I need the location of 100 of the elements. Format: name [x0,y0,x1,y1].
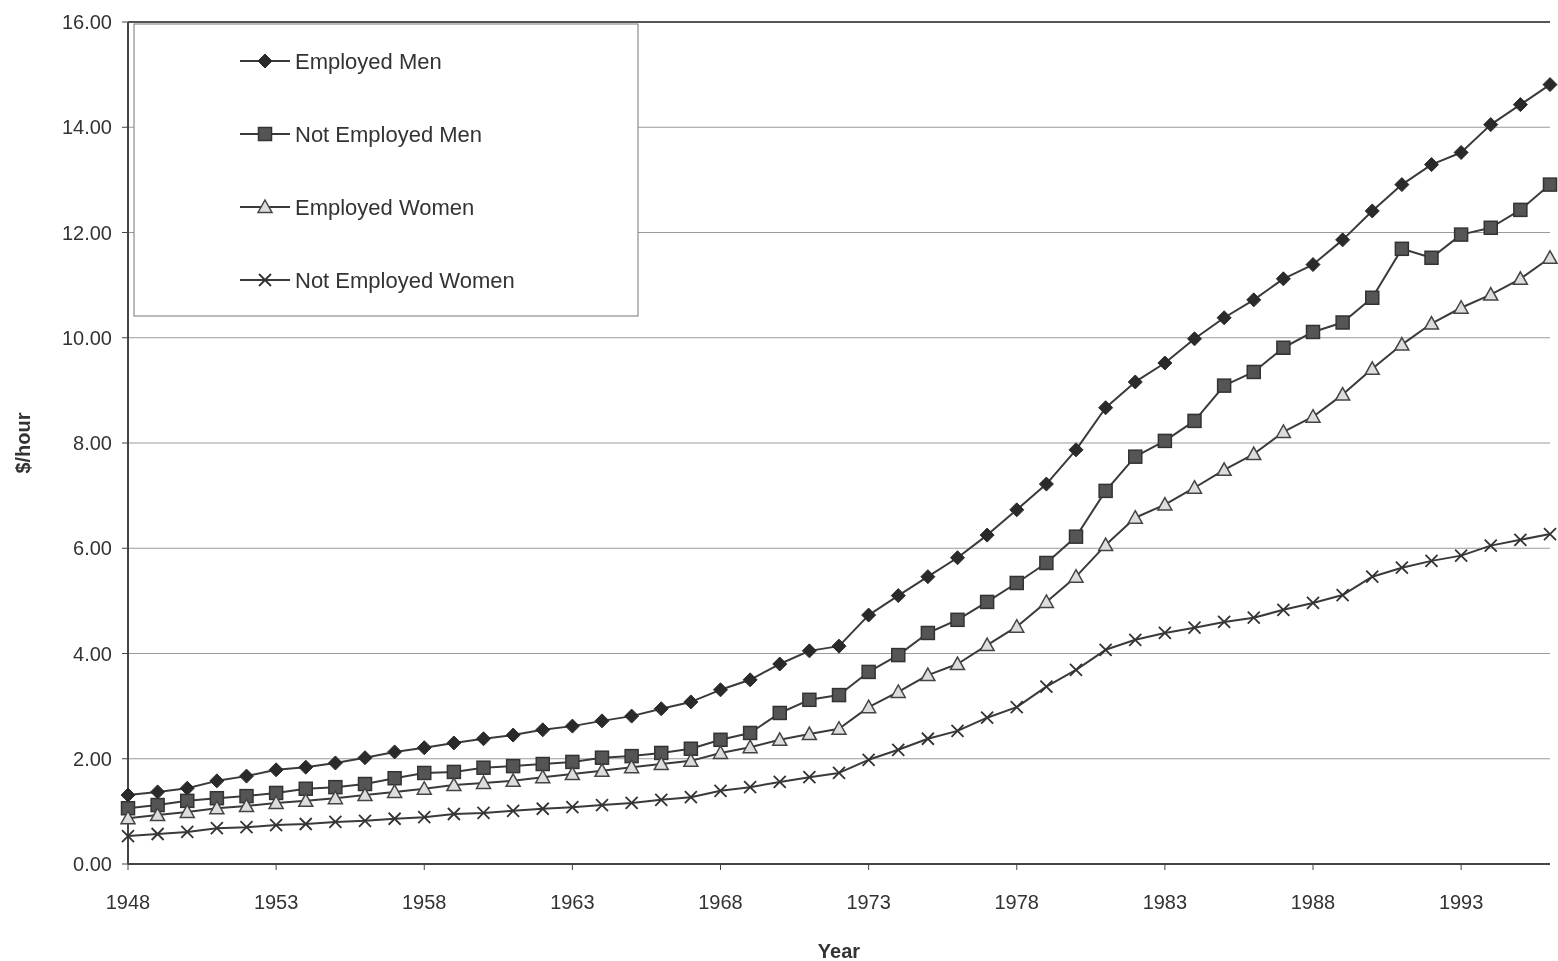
point [446,777,462,792]
point [1157,433,1173,449]
point [831,721,847,735]
point [980,710,995,725]
y-tick-label: 0.00 [73,853,112,875]
point [1127,374,1143,390]
point [683,753,699,768]
point [979,527,995,543]
point [742,725,758,741]
point [535,801,550,816]
point [446,764,462,780]
point [1009,618,1025,633]
point [209,800,225,815]
point [446,735,462,751]
point [1187,620,1202,635]
point [1187,413,1202,429]
legend-label: Not Employed Women [295,267,515,293]
point [1039,555,1054,571]
point [624,748,639,764]
point [150,784,166,800]
point [595,798,609,812]
point [772,656,788,672]
point [1009,502,1025,518]
point [1305,408,1321,423]
point [1543,527,1557,541]
point [1216,462,1232,477]
point [1424,250,1439,266]
point [535,722,551,738]
point [387,811,402,826]
point [683,694,699,710]
point [387,744,403,760]
point [831,638,847,654]
point [979,637,995,652]
point [1216,378,1232,393]
point [1128,632,1143,647]
point [209,821,224,836]
point [861,664,876,680]
point [1453,227,1469,242]
point [505,773,521,788]
point [1038,594,1055,609]
x-tick-label: 1973 [846,891,891,913]
point [1097,537,1114,552]
point [1335,315,1350,330]
x-tick-label: 1963 [550,891,595,913]
point [180,793,195,809]
point [149,807,166,822]
point [1424,157,1439,173]
point [594,750,610,765]
x-tick-label: 1983 [1142,891,1188,913]
point [1423,315,1440,330]
point [298,793,314,808]
point [1453,145,1469,161]
point [1275,271,1291,287]
x-tick-label: 1993 [1438,891,1484,913]
point [1009,700,1024,715]
point [713,682,728,698]
point [1305,324,1321,340]
point [802,692,817,708]
point [1009,575,1024,591]
point [387,770,402,786]
point [920,731,935,746]
point [1127,509,1143,524]
point [772,705,787,721]
point [476,731,491,747]
point [416,781,432,795]
point [268,795,284,810]
point [1513,532,1528,547]
point [949,656,966,671]
y-tick-label: 8.00 [73,432,112,454]
point [565,754,580,770]
point [1542,250,1558,265]
legend-label: Not Employed Men [295,121,483,147]
point [476,760,491,775]
point [1334,386,1351,401]
point [417,765,432,781]
point [1187,331,1202,347]
point [1483,538,1498,553]
x-tick-label: 1958 [402,891,447,913]
point [743,780,758,795]
y-tick-label: 4.00 [73,642,112,665]
point [416,740,432,756]
y-axis-title: $/hour [12,412,34,474]
point [298,817,313,831]
point [239,820,254,835]
point [950,550,965,566]
point [120,787,136,803]
point [891,647,906,663]
point [624,708,640,724]
point [179,804,195,819]
point [742,739,758,754]
point [209,773,225,789]
point [1276,340,1291,355]
point [713,783,728,798]
point [1512,271,1529,286]
point [327,755,343,771]
point [1246,364,1261,380]
point [920,625,936,641]
x-tick-label: 1948 [105,891,151,913]
y-tick-label: 12.00 [61,221,112,244]
point [713,732,728,748]
